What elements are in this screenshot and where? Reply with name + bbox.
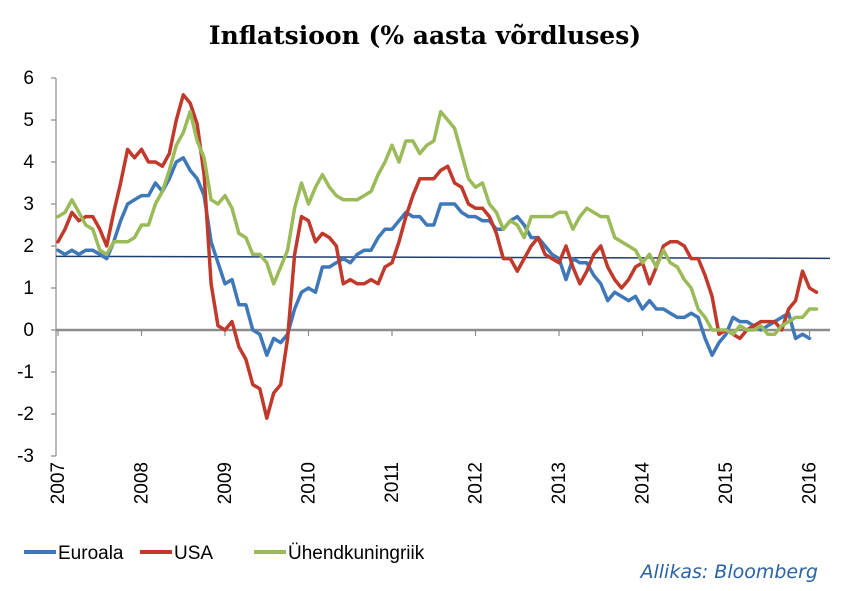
- legend-label: Ühendkuningriik: [288, 543, 425, 564]
- y-tick-label: 2: [23, 236, 34, 257]
- legend-label: USA: [174, 543, 213, 564]
- chart-axes: 6 5 4 3 2 1 0 -1 -2 -3 2007 2008 2009 2010 2011 2012 201…: [17, 68, 831, 505]
- x-tick-label: 2013: [549, 462, 570, 504]
- y-tick-label: -2: [17, 404, 34, 425]
- y-tick-label: 0: [23, 320, 34, 341]
- y-tick-label: 6: [23, 68, 34, 89]
- reference-line: [55, 255, 831, 260]
- x-tick-label: 2007: [48, 462, 69, 504]
- x-tick-label: 2008: [132, 462, 153, 504]
- x-tick-label: 2016: [800, 462, 821, 504]
- y-tick-label: 4: [23, 152, 34, 173]
- x-tick-label: 2011: [382, 462, 403, 503]
- chart-series: [56, 93, 819, 420]
- x-tick-label: 2009: [215, 462, 236, 504]
- series-line-1: [56, 156, 812, 357]
- series-line-3: [56, 109, 819, 336]
- x-tick-label: 2014: [633, 462, 654, 505]
- y-tick-label: -1: [17, 362, 34, 383]
- x-tick-label: 2012: [466, 462, 487, 504]
- x-tick-label: 2010: [299, 462, 320, 504]
- y-tick-label: 1: [23, 278, 34, 299]
- legend-label: Euroala: [58, 543, 124, 564]
- chart-legend: Euroala USA Ühendkuningriik: [24, 543, 425, 564]
- y-tick-label: 3: [23, 194, 34, 215]
- series-line-2: [56, 93, 819, 420]
- x-tick-label: 2015: [716, 462, 737, 504]
- source-note: Allikas: Bloomberg: [638, 561, 818, 583]
- y-tick-label: 5: [23, 110, 34, 131]
- chart-title: Inflatsioon (% aasta võrdluses): [209, 21, 641, 50]
- y-tick-label: -3: [17, 446, 34, 467]
